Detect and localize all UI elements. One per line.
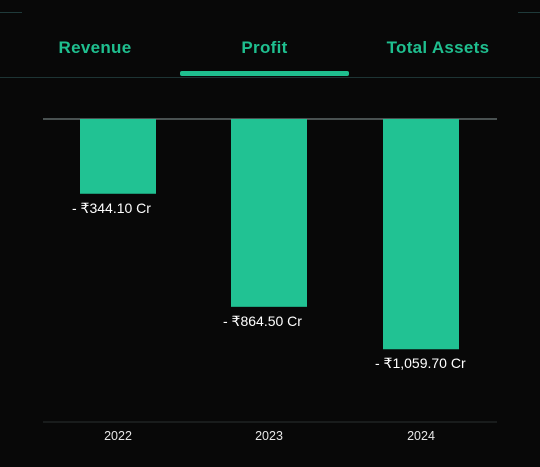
tabs-divider (0, 77, 540, 78)
tab-revenue[interactable]: Revenue (58, 38, 132, 57)
x-tick-2022: 2022 (104, 429, 132, 443)
tab-profit[interactable]: Profit (241, 38, 288, 57)
bar-2024[interactable] (383, 119, 459, 350)
top-right-divider (518, 12, 540, 13)
x-tick-2024: 2024 (407, 429, 435, 443)
value-label-2022: - ₹344.10 Cr (72, 200, 151, 216)
active-tab-indicator (180, 71, 349, 76)
value-label-2023: - ₹864.50 Cr (223, 313, 302, 329)
value-label-2024: - ₹1,059.70 Cr (375, 355, 466, 371)
bar-2023[interactable] (231, 119, 307, 307)
bar-2022[interactable] (80, 119, 156, 194)
top-left-divider (0, 12, 22, 13)
tab-total-assets[interactable]: Total Assets (386, 38, 490, 57)
metric-tabs: Revenue Profit Total Assets (0, 0, 540, 78)
x-tick-2023: 2023 (255, 429, 283, 443)
